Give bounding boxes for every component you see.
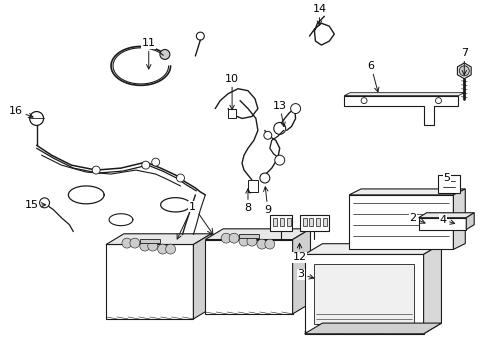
Circle shape [122,238,132,248]
Polygon shape [279,218,283,226]
Polygon shape [314,264,413,324]
Polygon shape [247,180,257,192]
Circle shape [239,236,248,246]
Polygon shape [456,63,470,79]
Text: 4: 4 [438,215,454,225]
Polygon shape [304,323,441,334]
Polygon shape [438,175,459,193]
Circle shape [221,233,231,243]
Circle shape [435,98,441,104]
Circle shape [360,98,366,104]
Text: 10: 10 [224,74,239,110]
Text: 14: 14 [312,4,326,25]
Polygon shape [348,189,464,195]
Polygon shape [239,234,258,238]
Text: 7: 7 [460,48,467,75]
Polygon shape [286,218,290,226]
Polygon shape [344,93,463,96]
Text: 8: 8 [244,189,251,213]
Circle shape [30,112,43,125]
Circle shape [196,32,204,40]
Text: 1: 1 [177,202,196,239]
Polygon shape [106,234,211,244]
Circle shape [142,161,149,169]
Text: 9: 9 [263,187,271,215]
Text: 13: 13 [272,100,286,127]
Polygon shape [323,218,326,226]
Polygon shape [205,229,310,239]
Polygon shape [193,234,211,319]
Circle shape [92,166,100,174]
Polygon shape [344,96,457,125]
Circle shape [140,241,149,251]
Polygon shape [452,189,464,249]
Circle shape [259,173,269,183]
Circle shape [264,131,271,139]
Circle shape [151,158,160,166]
Polygon shape [272,218,276,226]
Circle shape [165,244,175,254]
Text: 15: 15 [24,200,45,210]
Text: 6: 6 [367,61,378,92]
Circle shape [273,122,285,134]
Text: 16: 16 [9,105,33,118]
Polygon shape [304,255,423,334]
Circle shape [176,174,184,182]
Polygon shape [205,239,292,314]
Circle shape [40,198,49,208]
Circle shape [157,244,167,254]
Text: 3: 3 [297,269,313,279]
Circle shape [160,49,169,59]
Circle shape [458,66,468,76]
Polygon shape [140,239,160,243]
Polygon shape [269,215,291,231]
Polygon shape [309,218,313,226]
Text: 12: 12 [292,243,306,262]
Circle shape [246,236,256,246]
Polygon shape [418,218,466,230]
Text: 2: 2 [408,213,424,223]
Circle shape [290,104,300,113]
Circle shape [256,239,266,249]
Circle shape [274,155,284,165]
Circle shape [229,233,239,243]
Polygon shape [348,195,452,249]
Polygon shape [466,213,473,230]
Text: 5: 5 [443,173,449,183]
Polygon shape [299,215,328,231]
Polygon shape [423,244,441,334]
Polygon shape [106,244,193,319]
Polygon shape [304,244,441,255]
Polygon shape [292,229,310,314]
Polygon shape [302,218,306,226]
Text: 11: 11 [142,38,155,69]
Circle shape [147,241,157,251]
Polygon shape [418,213,473,218]
Circle shape [264,239,274,249]
Polygon shape [316,218,320,226]
Polygon shape [228,109,236,118]
Circle shape [130,238,140,248]
